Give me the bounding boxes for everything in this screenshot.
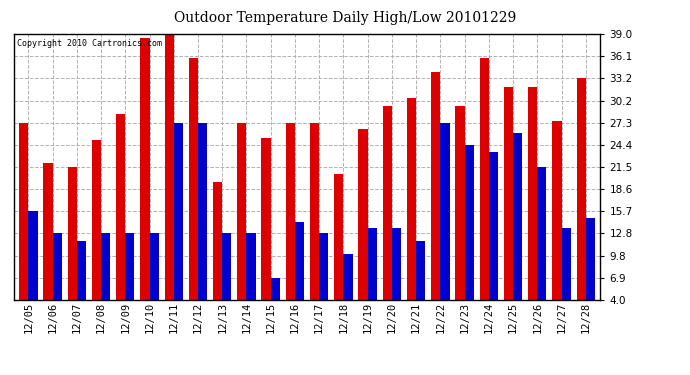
Bar (562, 228, 571, 300)
Bar (286, 123, 295, 300)
Text: Outdoor Temperature Daily High/Low 20101229: Outdoor Temperature Daily High/Low 20101… (174, 11, 516, 25)
Bar (28, 211, 37, 300)
Bar (19, 123, 28, 300)
Bar (237, 123, 246, 300)
Bar (43, 163, 52, 300)
Bar (164, 35, 174, 300)
Bar (310, 123, 319, 300)
Bar (344, 254, 353, 300)
Bar (552, 121, 562, 300)
Bar (126, 233, 135, 300)
Bar (455, 106, 464, 300)
Bar (68, 167, 77, 300)
Bar (262, 138, 270, 300)
Bar (92, 140, 101, 300)
Bar (77, 241, 86, 300)
Bar (334, 174, 344, 300)
Bar (189, 58, 198, 300)
Bar (198, 123, 207, 300)
Bar (116, 114, 126, 300)
Bar (464, 145, 474, 300)
Bar (319, 233, 328, 300)
Bar (392, 228, 401, 300)
Bar (52, 233, 62, 300)
Bar (489, 152, 498, 300)
Bar (368, 228, 377, 300)
Bar (295, 222, 304, 300)
Bar (513, 133, 522, 300)
Bar (101, 233, 110, 300)
Bar (222, 233, 231, 300)
Bar (358, 129, 368, 300)
Bar (440, 123, 450, 300)
Bar (270, 278, 280, 300)
Bar (586, 218, 595, 300)
Bar (528, 87, 538, 300)
Bar (383, 106, 392, 300)
Bar (150, 233, 159, 300)
Bar (538, 167, 546, 300)
Bar (416, 241, 425, 300)
Bar (480, 58, 489, 300)
Bar (213, 182, 222, 300)
Bar (246, 233, 256, 300)
Bar (504, 87, 513, 300)
Bar (140, 38, 150, 300)
Bar (577, 78, 586, 300)
Bar (431, 72, 440, 300)
Text: Copyright 2010 Cartronics.com: Copyright 2010 Cartronics.com (17, 39, 161, 48)
Bar (407, 98, 416, 300)
Bar (174, 123, 183, 300)
